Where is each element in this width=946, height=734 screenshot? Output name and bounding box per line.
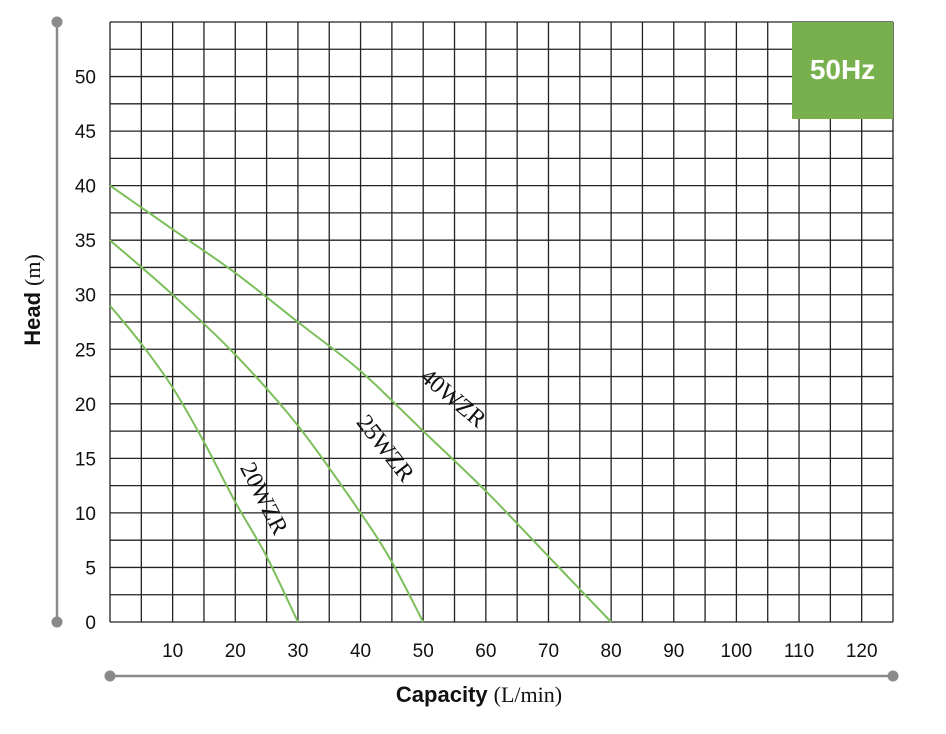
x-axis-title-main: Capacity (396, 682, 488, 707)
curve-label-40wzr: 40WZR (415, 364, 491, 434)
y-axis-title: Head (m) (20, 254, 45, 346)
x-tick-label: 50 (413, 641, 434, 662)
curve-label-20wzr: 20WZR (234, 458, 292, 539)
curves (109, 184, 612, 623)
y-tick-label: 20 (75, 395, 96, 416)
x-tick-label: 100 (721, 641, 753, 662)
y-tick-label: 0 (85, 613, 96, 634)
y-axis-title-main: Head (20, 292, 45, 346)
x-tick-label: 90 (663, 641, 684, 662)
frequency-badge-text: 50Hz (810, 54, 875, 85)
y-tick-label: 30 (75, 286, 96, 307)
curve-25wzr (109, 239, 425, 623)
x-axis-left-dot (104, 670, 116, 682)
x-tick-label: 110 (784, 641, 814, 662)
curve-20wzr (109, 304, 299, 623)
x-tick-label: 80 (601, 641, 622, 662)
x-tick-label: 120 (846, 641, 878, 662)
y-axis-top-dot (51, 16, 63, 28)
y-tick-label: 35 (75, 231, 96, 252)
x-tick-label: 60 (475, 641, 496, 662)
y-tick-label: 40 (75, 177, 96, 198)
x-axis-title-unit: (L/min) (494, 682, 562, 707)
x-tick-label: 10 (162, 641, 183, 662)
frequency-badge (792, 22, 893, 119)
y-tick-label: 5 (85, 558, 96, 579)
x-tick-label: 30 (287, 641, 308, 662)
x-tick-label: 40 (350, 641, 371, 662)
x-axis-right-dot (887, 670, 899, 682)
grid (109, 21, 894, 623)
x-tick-label: 70 (538, 641, 559, 662)
y-tick-label: 15 (75, 449, 96, 470)
y-tick-label: 45 (75, 122, 96, 143)
y-tick-label: 25 (75, 340, 96, 361)
y-axis-title-unit: (m) (20, 254, 45, 286)
y-tick-label: 10 (75, 504, 96, 525)
y-axis-bottom-dot (51, 616, 63, 628)
x-axis-title: Capacity (L/min) (396, 682, 562, 707)
x-tick-labels: 10 20 30 40 50 60 70 80 90 100 110 120 (162, 641, 877, 662)
y-tick-label: 50 (75, 68, 96, 89)
y-tick-labels: 0 5 10 15 20 25 30 35 40 45 50 (75, 68, 96, 634)
curve-40wzr (109, 184, 612, 623)
x-tick-label: 20 (225, 641, 246, 662)
